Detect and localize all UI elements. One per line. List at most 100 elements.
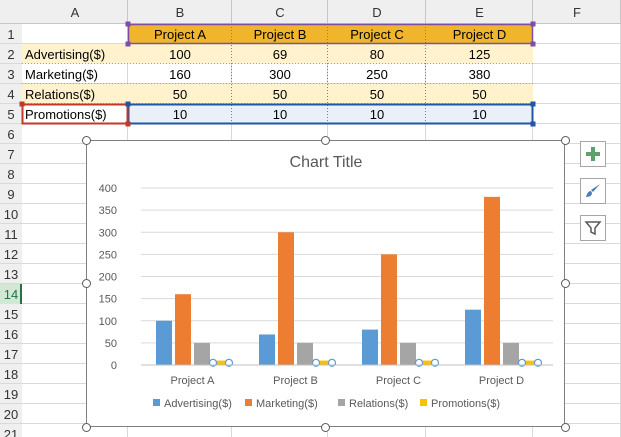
row-header-4[interactable]: 4 <box>7 87 14 102</box>
chart-title[interactable]: Chart Title <box>290 154 363 171</box>
legend-entry[interactable]: Advertising($) <box>164 398 232 410</box>
y-tick-label: 300 <box>99 227 117 239</box>
value-cell[interactable]: 380 <box>469 67 491 82</box>
value-cell[interactable]: 10 <box>173 107 187 122</box>
chart-styles-button[interactable] <box>580 178 606 204</box>
value-cell[interactable]: 125 <box>469 47 491 62</box>
bar-promotions[interactable] <box>522 360 538 365</box>
row-header-21[interactable]: 21 <box>4 427 18 437</box>
legend-entry[interactable]: Promotions($) <box>431 398 500 410</box>
range-corner-handle[interactable] <box>530 121 536 127</box>
bar-advertising[interactable] <box>362 329 378 365</box>
chart-elements-button[interactable] <box>580 141 606 167</box>
row-header-12[interactable]: 12 <box>4 247 18 262</box>
row-header-7[interactable]: 7 <box>7 147 14 162</box>
resize-handle-bottom-middle[interactable] <box>321 423 330 432</box>
x-tick-label: Project B <box>273 375 318 387</box>
resize-handle-middle-right[interactable] <box>561 279 570 288</box>
row-header-8[interactable]: 8 <box>7 167 14 182</box>
bar-advertising[interactable] <box>465 309 481 365</box>
cell-header[interactable]: Project D <box>453 27 506 42</box>
bar-relations[interactable] <box>194 342 210 365</box>
row-header-18[interactable]: 18 <box>4 367 18 382</box>
range-corner-handle[interactable] <box>530 101 536 107</box>
range-corner-handle[interactable] <box>530 21 536 27</box>
column-header-d[interactable]: D <box>372 5 381 20</box>
column-header-bar <box>0 0 621 24</box>
value-cell[interactable]: 80 <box>370 47 384 62</box>
resize-handle-top-right[interactable] <box>561 136 570 145</box>
row-header-1[interactable]: 1 <box>7 27 14 42</box>
resize-handle-bottom-right[interactable] <box>561 423 570 432</box>
bar-marketing[interactable] <box>175 294 191 365</box>
value-cell[interactable]: 300 <box>269 67 291 82</box>
column-header-c[interactable]: C <box>275 5 284 20</box>
bar-relations[interactable] <box>297 342 313 365</box>
column-header-f[interactable]: F <box>573 5 581 20</box>
cell-header[interactable]: Project A <box>154 27 206 42</box>
range-corner-handle[interactable] <box>125 21 131 27</box>
range-corner-handle[interactable] <box>530 41 536 47</box>
selected-row-header <box>0 284 22 304</box>
row-header-6[interactable]: 6 <box>7 127 14 142</box>
row-header-3[interactable]: 3 <box>7 67 14 82</box>
chart-object[interactable]: Chart Title 0 50 100 150 200 250 300 350 400 Proje… <box>86 140 565 427</box>
row-header-13[interactable]: 13 <box>4 267 18 282</box>
row-header-20[interactable]: 20 <box>4 407 18 422</box>
cell-header[interactable]: Project C <box>350 27 403 42</box>
row-header-19[interactable]: 19 <box>4 387 18 402</box>
row-header-17[interactable]: 17 <box>4 347 18 362</box>
resize-handle-top-middle[interactable] <box>321 136 330 145</box>
column-header-a[interactable]: A <box>71 5 80 20</box>
value-cell[interactable]: 69 <box>273 47 287 62</box>
row-header-16[interactable]: 16 <box>4 327 18 342</box>
value-cell[interactable]: 10 <box>472 107 486 122</box>
bar-advertising[interactable] <box>259 334 275 365</box>
row-label-cell[interactable]: Marketing($) <box>25 67 98 82</box>
value-cell[interactable]: 10 <box>273 107 287 122</box>
bar-advertising[interactable] <box>156 320 172 365</box>
bar-promotions[interactable] <box>213 360 229 365</box>
value-cell[interactable]: 50 <box>273 87 287 102</box>
chart-filters-button[interactable] <box>580 215 606 241</box>
value-cell[interactable]: 10 <box>370 107 384 122</box>
bar-promotions[interactable] <box>419 360 435 365</box>
bar-relations[interactable] <box>400 342 416 365</box>
value-cell[interactable]: 160 <box>169 67 191 82</box>
resize-handle-top-left[interactable] <box>82 136 91 145</box>
range-corner-handle[interactable] <box>125 41 131 47</box>
cell-header[interactable]: Project B <box>254 27 307 42</box>
range-corner-handle[interactable] <box>125 101 131 107</box>
row-header-bar <box>0 24 22 437</box>
row-header-5[interactable]: 5 <box>7 107 14 122</box>
row-header-10[interactable]: 10 <box>4 207 18 222</box>
range-corner-handle[interactable] <box>19 101 25 107</box>
resize-handle-bottom-left[interactable] <box>82 423 91 432</box>
row-label-cell[interactable]: Relations($) <box>25 87 95 102</box>
column-header-b[interactable]: B <box>176 5 185 20</box>
row-header-11[interactable]: 11 <box>4 227 18 242</box>
row-header-14[interactable]: 14 <box>4 287 18 302</box>
value-cell[interactable]: 50 <box>472 87 486 102</box>
bar-marketing[interactable] <box>381 254 397 365</box>
legend-entry[interactable]: Relations($) <box>349 398 408 410</box>
row-header-9[interactable]: 9 <box>7 187 14 202</box>
value-cell[interactable]: 50 <box>370 87 384 102</box>
x-tick-label: Project A <box>170 375 215 387</box>
column-chart: Chart Title 0 50 100 150 200 250 300 350 400 Proje… <box>99 154 553 410</box>
row-header-15[interactable]: 15 <box>4 307 18 322</box>
bar-marketing[interactable] <box>278 232 294 365</box>
row-label-cell[interactable]: Promotions($) <box>25 107 107 122</box>
value-cell[interactable]: 250 <box>366 67 388 82</box>
legend-entry[interactable]: Marketing($) <box>256 398 318 410</box>
row-label-cell[interactable]: Advertising($) <box>25 47 105 62</box>
range-corner-handle[interactable] <box>125 121 131 127</box>
value-cell[interactable]: 50 <box>173 87 187 102</box>
value-cell[interactable]: 100 <box>169 47 191 62</box>
bar-marketing[interactable] <box>484 196 500 365</box>
resize-handle-middle-left[interactable] <box>82 279 91 288</box>
column-header-e[interactable]: E <box>475 5 484 20</box>
bar-promotions[interactable] <box>316 360 332 365</box>
row-header-2[interactable]: 2 <box>7 47 14 62</box>
bar-relations[interactable] <box>503 342 519 365</box>
